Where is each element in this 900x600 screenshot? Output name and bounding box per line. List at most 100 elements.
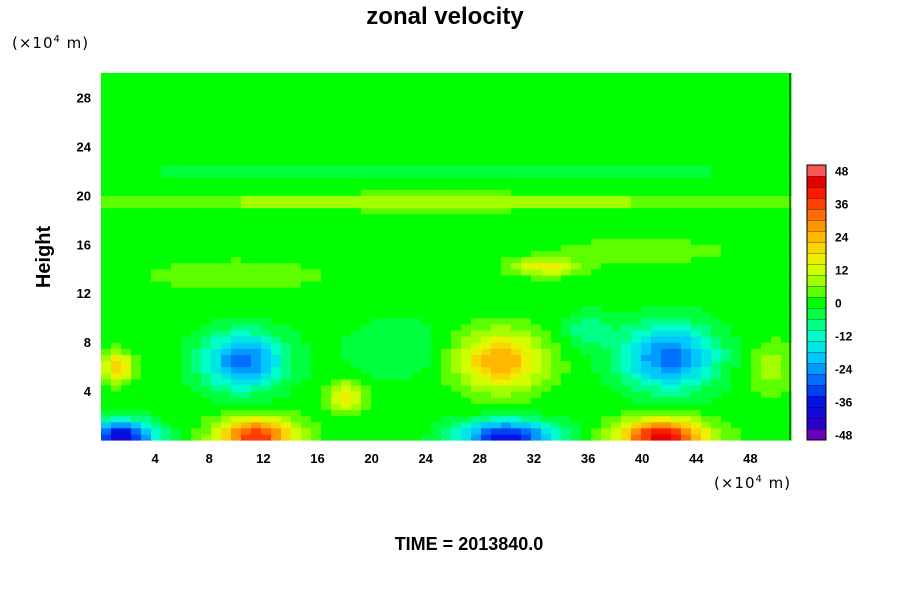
heatmap-cell xyxy=(301,348,312,355)
heatmap-cell xyxy=(601,268,612,276)
heatmap-cell xyxy=(701,391,712,398)
heatmap-cell xyxy=(271,158,282,166)
heatmap-cell xyxy=(131,384,142,392)
heatmap-cell xyxy=(501,287,512,294)
heatmap-cell xyxy=(781,195,792,203)
heatmap-cell xyxy=(251,323,262,331)
heatmap-cell xyxy=(211,195,222,203)
heatmap-cell xyxy=(531,103,542,111)
colorbar-cell xyxy=(806,296,827,309)
heatmap-cell xyxy=(571,421,582,429)
heatmap-cell xyxy=(431,225,442,233)
heatmap-cell xyxy=(371,305,382,313)
heatmap-cell xyxy=(291,219,302,227)
heatmap-cell xyxy=(321,427,332,435)
heatmap-cell xyxy=(601,152,612,160)
heatmap-cell xyxy=(761,384,772,392)
heatmap-cell xyxy=(521,121,532,129)
heatmap-cell xyxy=(141,201,152,209)
heatmap-cell xyxy=(341,207,352,215)
heatmap-cell xyxy=(731,79,742,86)
heatmap-cell xyxy=(141,183,152,190)
heatmap-cell xyxy=(341,189,352,196)
heatmap-cell xyxy=(481,323,492,331)
heatmap-cell xyxy=(161,317,172,325)
heatmap-cell xyxy=(391,195,402,203)
heatmap-cell xyxy=(411,152,422,160)
heatmap-cell xyxy=(401,366,412,374)
heatmap-cell xyxy=(361,360,372,368)
heatmap-cell xyxy=(771,97,782,105)
heatmap-cell xyxy=(201,397,212,404)
heatmap-cell xyxy=(771,360,782,368)
heatmap-cell xyxy=(661,207,672,215)
heatmap-cell xyxy=(251,244,262,251)
heatmap-cell xyxy=(531,152,542,160)
heatmap-cell xyxy=(371,293,382,300)
heatmap-cell xyxy=(251,146,262,154)
heatmap-cell xyxy=(721,293,732,300)
heatmap-cell xyxy=(661,427,672,435)
heatmap-cell xyxy=(671,262,682,270)
heatmap-cell xyxy=(351,360,362,368)
heatmap-cell xyxy=(721,134,732,141)
heatmap-cell xyxy=(171,115,182,123)
heatmap-cell xyxy=(421,415,432,423)
heatmap-cell xyxy=(451,323,462,331)
heatmap-cell xyxy=(461,183,472,190)
heatmap-cell xyxy=(231,103,242,111)
heatmap-cell xyxy=(681,366,692,374)
heatmap-cell xyxy=(401,183,412,190)
heatmap-cell xyxy=(431,213,442,221)
heatmap-cell xyxy=(241,183,252,190)
heatmap-cell xyxy=(341,299,352,307)
heatmap-cell xyxy=(671,397,682,404)
heatmap-cell xyxy=(431,354,442,362)
heatmap-cell xyxy=(211,409,222,417)
heatmap-cell xyxy=(541,262,552,270)
heatmap-cell xyxy=(251,348,262,355)
heatmap-cell xyxy=(571,164,582,172)
heatmap-cell xyxy=(501,244,512,251)
heatmap-cell xyxy=(731,109,742,117)
heatmap-cell xyxy=(241,403,252,411)
heatmap-cell xyxy=(211,213,222,221)
heatmap-cell xyxy=(121,421,132,429)
heatmap-cell xyxy=(391,115,402,123)
heatmap-cell xyxy=(651,79,662,86)
heatmap-cell xyxy=(731,207,742,215)
heatmap-cell xyxy=(511,115,522,123)
heatmap-cell xyxy=(231,238,242,245)
heatmap-cell xyxy=(221,238,232,245)
heatmap-cell xyxy=(171,79,182,86)
heatmap-cell xyxy=(611,397,622,404)
heatmap-cell xyxy=(621,415,632,423)
heatmap-cell xyxy=(331,305,342,313)
heatmap-cell xyxy=(611,372,622,380)
heatmap-cell xyxy=(761,73,772,80)
heatmap-cell xyxy=(381,244,392,251)
heatmap-cell xyxy=(401,354,412,362)
heatmap-cell xyxy=(621,85,632,92)
heatmap-cell xyxy=(461,342,472,349)
heatmap-cell xyxy=(291,140,302,147)
heatmap-cell xyxy=(531,348,542,355)
heatmap-cell xyxy=(381,176,392,184)
heatmap-cell xyxy=(671,403,682,411)
heatmap-cell xyxy=(721,79,732,86)
heatmap-cell xyxy=(401,128,412,135)
heatmap-cell xyxy=(361,336,372,343)
heatmap-cell xyxy=(101,250,112,258)
heatmap-cell xyxy=(771,189,782,196)
heatmap-cell xyxy=(551,213,562,221)
heatmap-cell xyxy=(291,207,302,215)
heatmap-cell xyxy=(221,378,232,386)
heatmap-cell xyxy=(581,433,592,441)
heatmap-cell xyxy=(221,262,232,270)
heatmap-cell xyxy=(341,305,352,313)
heatmap-cell xyxy=(271,121,282,129)
heatmap-cell xyxy=(731,73,742,80)
heatmap-cell xyxy=(401,170,412,178)
heatmap-cell xyxy=(321,201,332,209)
heatmap-cell xyxy=(291,244,302,251)
